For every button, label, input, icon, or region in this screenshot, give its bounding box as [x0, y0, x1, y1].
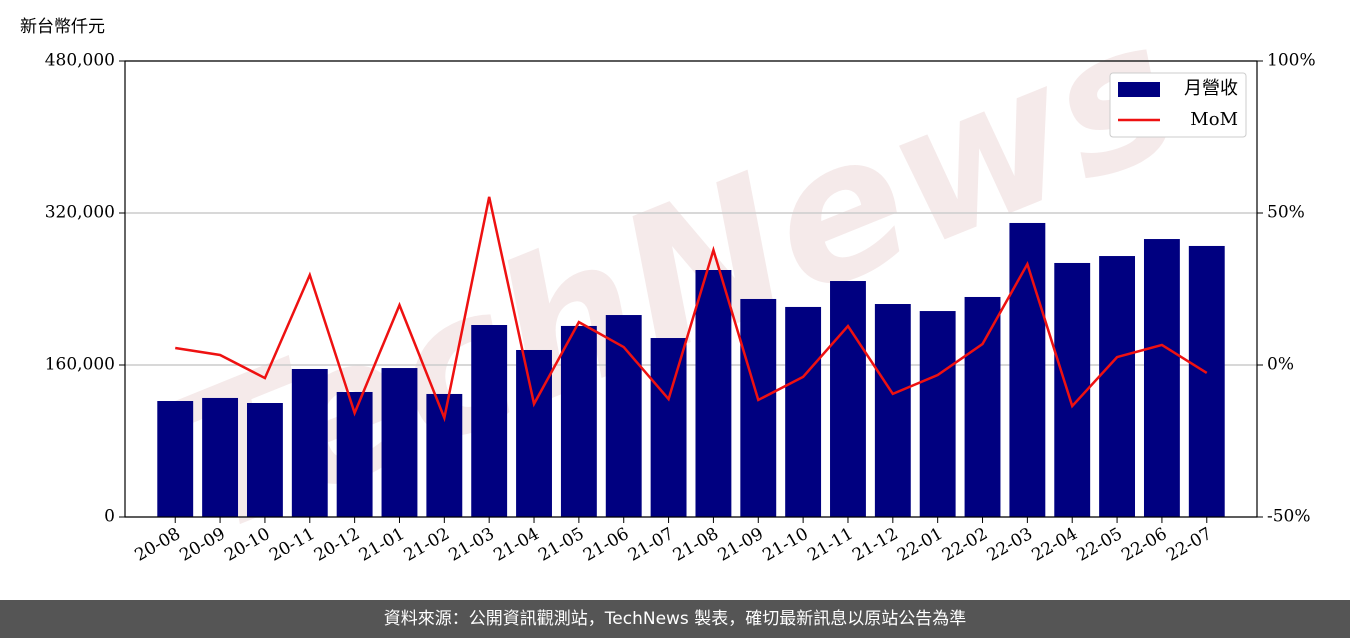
bar: [874, 304, 911, 517]
bar: [919, 311, 956, 517]
legend-swatch: [1118, 82, 1160, 97]
x-tick-label: 22-03: [984, 524, 1036, 566]
bar: [202, 397, 239, 517]
x-tick-label: 20-08: [132, 524, 184, 566]
plot-frame: [124, 60, 1258, 518]
y2-tick-label: 50%: [1267, 203, 1305, 223]
line: [175, 196, 1208, 423]
y-tick-label: 160,000: [45, 355, 115, 375]
bar: [605, 315, 642, 517]
x-tick-label: 22-07: [1163, 524, 1215, 566]
bar: [785, 306, 822, 517]
x-tick-label: 21-06: [580, 524, 632, 566]
bar: [1054, 262, 1091, 517]
x-tick-label: 22-02: [939, 524, 991, 566]
bar: [291, 368, 328, 517]
x-tick-label: 21-03: [445, 524, 497, 566]
legend-label: MoM: [1190, 109, 1238, 130]
x-tick-label: 21-04: [490, 524, 542, 566]
x-tick-label: 22-06: [1118, 524, 1170, 566]
bar: [1188, 245, 1225, 517]
y-tick-label: 0: [104, 507, 115, 527]
legend: 月營收 MoM: [1109, 72, 1247, 138]
bar: [1099, 256, 1136, 517]
x-tick-label: 22-04: [1029, 524, 1081, 566]
bar: [650, 338, 687, 517]
y2-tick-label: 100%: [1267, 51, 1316, 71]
y-tick-label: 480,000: [45, 51, 115, 71]
y-axis-label: 新台幣仟元: [20, 17, 105, 37]
x-tick-label: 21-11: [804, 524, 856, 566]
bar: [516, 349, 552, 517]
bar: [246, 403, 283, 517]
bar: [964, 296, 1001, 517]
x-tick-label: 21-10: [759, 524, 811, 566]
x-tick-label: 21-12: [849, 524, 901, 566]
y2-tick-label: -50%: [1267, 507, 1311, 527]
bar: [695, 270, 732, 517]
bar: [1143, 239, 1180, 517]
x-tick-label: 21-07: [625, 524, 677, 566]
y-tick-label: 320,000: [45, 203, 115, 223]
y2-tick-label: 0%: [1267, 355, 1294, 375]
bar: [157, 401, 194, 517]
bar: [471, 325, 508, 517]
footer-text: 資料來源：公開資訊觀測站，TechNews 製表，確切最新訊息以原站公告為準: [384, 609, 966, 629]
x-tick-label: 22-05: [1073, 524, 1125, 566]
x-tick-label: 21-02: [401, 524, 453, 566]
x-tick-label: 21-01: [356, 524, 408, 566]
bar: [560, 325, 597, 517]
bar: [381, 368, 418, 517]
footer-bar: [0, 600, 1350, 638]
bar: [740, 298, 777, 517]
x-tick-label: 21-05: [535, 524, 587, 566]
bar: [830, 281, 866, 517]
x-tick-label: 21-08: [670, 524, 722, 566]
bar: [1009, 222, 1046, 517]
x-tick-label: 21-09: [715, 524, 767, 566]
legend-label: 月營收: [1184, 78, 1238, 99]
x-tick-label: 22-01: [894, 524, 946, 566]
